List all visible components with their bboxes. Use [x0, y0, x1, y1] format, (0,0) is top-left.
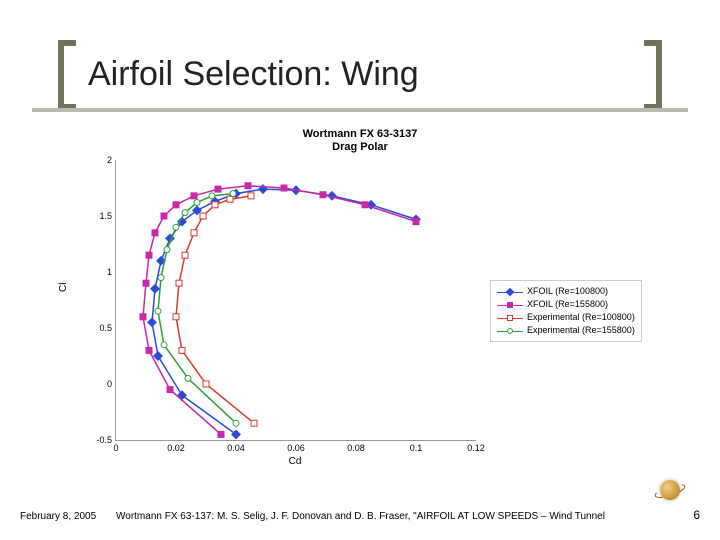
legend-item: XFOIL (Re=100800): [497, 285, 635, 298]
series-marker-exp-re155k: [185, 375, 191, 381]
legend-label: Experimental (Re=155800): [527, 324, 635, 337]
series-marker-xfoil-re155k: [161, 213, 167, 219]
legend-swatch: [497, 287, 523, 297]
series-marker-exp-re100k: [173, 314, 179, 320]
series-marker-exp-re155k: [182, 210, 188, 216]
x-tick: 0.06: [287, 443, 305, 453]
series-marker-xfoil-re155k: [215, 186, 221, 192]
series-marker-exp-re155k: [155, 308, 161, 314]
series-marker-exp-re155k: [161, 342, 167, 348]
y-tick: 0.5: [82, 323, 112, 333]
series-marker-exp-re155k: [173, 224, 179, 230]
plot-area: -0.500.511.5200.020.040.060.080.10.12: [115, 160, 476, 441]
y-tick: 1.5: [82, 211, 112, 221]
footer-citation: Wortmann FX 63-137: M. S. Selig, J. F. D…: [116, 511, 605, 522]
legend-swatch: [497, 326, 523, 336]
drag-polar-chart: Cl Cd -0.500.511.5200.020.040.060.080.10…: [60, 160, 660, 470]
x-tick: 0.1: [410, 443, 423, 453]
planet-logo-icon: [652, 472, 688, 508]
x-axis-label: Cd: [115, 456, 475, 467]
series-marker-xfoil-re155k: [320, 192, 326, 198]
y-axis-label: Cl: [58, 283, 69, 292]
series-marker-exp-re155k: [233, 420, 239, 426]
legend-item: XFOIL (Re=155800): [497, 298, 635, 311]
x-tick: 0.04: [227, 443, 245, 453]
x-tick: 0.12: [467, 443, 485, 453]
series-marker-xfoil-re100k: [148, 318, 156, 326]
y-tick: 0: [82, 379, 112, 389]
bracket-left: [58, 40, 86, 110]
series-marker-xfoil-re155k: [413, 219, 419, 225]
series-marker-exp-re155k: [230, 191, 236, 197]
series-marker-exp-re100k: [182, 252, 188, 258]
x-tick: 0: [113, 443, 118, 453]
y-tick: -0.5: [82, 435, 112, 445]
legend-swatch: [497, 300, 523, 310]
series-marker-exp-re155k: [194, 200, 200, 206]
series-marker-xfoil-re155k: [167, 387, 173, 393]
series-marker-xfoil-re155k: [191, 193, 197, 199]
series-marker-xfoil-re155k: [245, 183, 251, 189]
series-marker-exp-re100k: [212, 202, 218, 208]
legend-item: Experimental (Re=155800): [497, 324, 635, 337]
series-marker-exp-re100k: [176, 280, 182, 286]
series-marker-xfoil-re100k: [151, 285, 159, 293]
series-marker-exp-re100k: [191, 230, 197, 236]
footer-date: February 8, 2005: [20, 511, 96, 522]
series-marker-exp-re100k: [179, 347, 185, 353]
series-marker-xfoil-re100k: [154, 352, 162, 360]
series-marker-exp-re100k: [200, 213, 206, 219]
title-underline: [32, 108, 688, 112]
series-marker-xfoil-re155k: [143, 280, 149, 286]
series-marker-xfoil-re155k: [281, 185, 287, 191]
page-number: 6: [693, 508, 700, 522]
legend-label: XFOIL (Re=100800): [527, 285, 608, 298]
chart-legend: XFOIL (Re=100800)XFOIL (Re=155800)Experi…: [490, 280, 642, 342]
y-tick: 1: [82, 267, 112, 277]
series-marker-xfoil-re155k: [152, 230, 158, 236]
legend-swatch: [497, 313, 523, 323]
slide: Airfoil Selection: Wing Wortmann FX 63-3…: [0, 0, 720, 540]
series-marker-exp-re100k: [203, 381, 209, 387]
page-title: Airfoil Selection: Wing: [88, 55, 419, 94]
y-tick: 2: [82, 155, 112, 165]
series-marker-xfoil-re155k: [140, 314, 146, 320]
series-marker-xfoil-re155k: [146, 252, 152, 258]
series-marker-exp-re100k: [251, 420, 257, 426]
series-marker-xfoil-re155k: [362, 202, 368, 208]
legend-label: Experimental (Re=100800): [527, 311, 635, 324]
plot-svg: [116, 160, 476, 440]
x-tick: 0.08: [347, 443, 365, 453]
series-line-exp-re100k: [176, 196, 254, 423]
chart-title-line2: Drag Polar: [332, 141, 388, 153]
series-marker-xfoil-re155k: [146, 347, 152, 353]
chart-title: Wortmann FX 63-3137 Drag Polar: [0, 128, 720, 153]
series-marker-exp-re155k: [158, 275, 164, 281]
series-marker-exp-re100k: [248, 193, 254, 199]
series-marker-xfoil-re155k: [173, 202, 179, 208]
bracket-right: [634, 40, 662, 110]
legend-item: Experimental (Re=100800): [497, 311, 635, 324]
legend-label: XFOIL (Re=155800): [527, 298, 608, 311]
series-marker-exp-re155k: [164, 247, 170, 253]
series-marker-xfoil-re155k: [218, 431, 224, 437]
series-marker-exp-re100k: [227, 196, 233, 202]
series-line-xfoil-re100k: [152, 189, 416, 434]
series-marker-exp-re155k: [209, 193, 215, 199]
chart-title-line1: Wortmann FX 63-3137: [303, 128, 418, 140]
x-tick: 0.02: [167, 443, 185, 453]
